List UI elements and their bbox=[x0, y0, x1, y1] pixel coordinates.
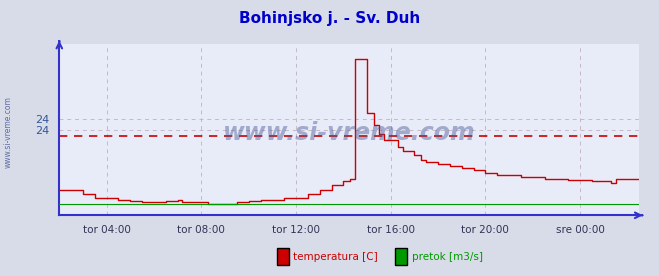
Text: www.si-vreme.com: www.si-vreme.com bbox=[223, 121, 476, 145]
Text: Bohinjsko j. - Sv. Duh: Bohinjsko j. - Sv. Duh bbox=[239, 11, 420, 26]
Text: pretok [m3/s]: pretok [m3/s] bbox=[412, 252, 483, 262]
Text: www.si-vreme.com: www.si-vreme.com bbox=[3, 97, 13, 168]
Text: temperatura [C]: temperatura [C] bbox=[293, 252, 378, 262]
